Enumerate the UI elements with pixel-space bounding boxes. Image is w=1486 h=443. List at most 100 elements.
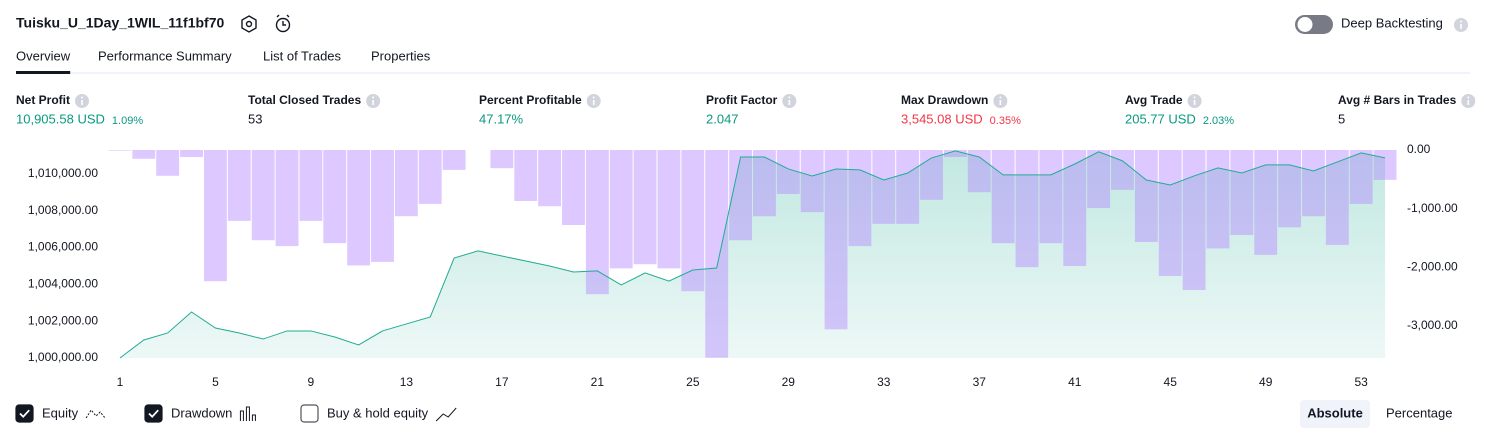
legend-icon (85, 409, 106, 419)
x-tick-label: 1 (117, 375, 124, 389)
legend-icon (239, 406, 256, 421)
drawdown-bar (967, 150, 991, 193)
info-icon-glyph (81, 96, 83, 99)
drawdown-bar (299, 150, 323, 221)
metric-sub: 2.03% (1203, 115, 1234, 127)
info-icon-glyph (592, 96, 595, 99)
drawdown-bar (609, 150, 633, 269)
drawdown-bar (1158, 150, 1182, 276)
drawdown-bar (1278, 150, 1302, 228)
info-icon-glyph (1467, 96, 1470, 99)
drawdown-bar (776, 150, 800, 194)
drawdown-bar (1302, 150, 1325, 217)
toggle[interactable] (1295, 15, 1333, 34)
help-icon[interactable] (1454, 18, 1468, 32)
y2-tick-label: -2,000.00 (1407, 259, 1458, 273)
drawdown-bar (1325, 150, 1349, 245)
info-icon-glyph (788, 100, 791, 105)
metric-value: 3,545.08 USD (901, 111, 983, 126)
alert-icon[interactable] (275, 14, 291, 33)
x-tick-label: 41 (1068, 375, 1082, 389)
y-tick-label: 1,006,000.00 (28, 240, 98, 254)
checkbox[interactable] (300, 404, 319, 423)
drawdown-bar (418, 150, 442, 204)
metric-value: 47.17% (479, 111, 524, 126)
drawdown-bar (1182, 150, 1206, 291)
drawdown-bar (1063, 150, 1087, 267)
tab[interactable]: Properties (371, 48, 431, 63)
drawdown-bar (442, 150, 466, 170)
x-tick-label: 29 (782, 375, 796, 389)
drawdown-bar (705, 150, 729, 358)
drawdown-bar (657, 150, 681, 269)
metric-label: Max Drawdown (901, 93, 988, 107)
metric-label: Profit Factor (706, 93, 778, 107)
metric-value: 10,905.58 USD (16, 111, 105, 126)
mode-button[interactable]: Absolute (1307, 405, 1363, 420)
drawdown-bar (1015, 150, 1039, 268)
info-icon-glyph (1193, 96, 1196, 99)
metric-label: Avg # Bars in Trades (1338, 93, 1457, 107)
info-icon-glyph (1467, 100, 1470, 105)
info-icon-glyph (81, 100, 83, 105)
x-tick-label: 53 (1355, 375, 1369, 389)
info-icon-glyph (592, 100, 595, 105)
drawdown-bar (896, 150, 920, 224)
info-icon-glyph (372, 100, 374, 105)
info-icon-glyph (788, 96, 791, 99)
checkmark (148, 409, 159, 418)
drawdown-bar (538, 150, 562, 207)
legend-label: Buy & hold equity (327, 405, 429, 420)
tab[interactable]: Performance Summary (98, 48, 232, 63)
toggle-label: Deep Backtesting (1341, 15, 1443, 30)
y-tick-label: 1,004,000.00 (28, 277, 98, 291)
x-tick-label: 5 (212, 375, 219, 389)
drawdown-bar (347, 150, 371, 266)
x-tick-label: 9 (308, 375, 315, 389)
x-tick-label: 49 (1259, 375, 1273, 389)
tab[interactable]: List of Trades (263, 48, 342, 63)
x-tick-label: 25 (686, 375, 700, 389)
drawdown-bar (275, 150, 299, 247)
drawdown-bar (1134, 150, 1158, 242)
drawdown-bar (156, 150, 180, 176)
drawdown-bar (1373, 150, 1397, 180)
drawdown-bar (323, 150, 347, 244)
info-icon-glyph (999, 96, 1002, 99)
drawdown-bar (991, 150, 1015, 244)
drawdown-bar (681, 150, 705, 292)
metric-sub: 1.09% (112, 115, 143, 127)
checkbox[interactable] (15, 404, 34, 423)
drawdown-bar (180, 150, 203, 158)
checkbox[interactable] (144, 404, 163, 423)
drawdown-bar (1349, 150, 1373, 204)
info-icon-glyph (1193, 100, 1196, 105)
x-tick-label: 17 (495, 375, 509, 389)
x-tick-label: 45 (1164, 375, 1178, 389)
y-tick-label: 1,002,000.00 (28, 313, 98, 327)
y2-tick-label: 0.00 (1407, 142, 1431, 156)
y2-tick-label: -3,000.00 (1407, 318, 1458, 332)
drawdown-bar (753, 150, 776, 217)
drawdown-bar (132, 150, 156, 159)
drawdown-bar (1206, 150, 1230, 249)
y-tick-label: 1,000,000.00 (28, 350, 98, 364)
mode-button[interactable]: Percentage (1386, 405, 1453, 420)
drawdown-bar (1039, 150, 1063, 244)
metric-value: 5 (1338, 111, 1345, 126)
drawdown-bar (251, 150, 275, 241)
tab[interactable]: Overview (16, 48, 71, 63)
mode-button-bg[interactable] (1300, 400, 1370, 428)
x-tick-label: 37 (973, 375, 987, 389)
drawdown-bar (1087, 150, 1111, 209)
drawdown-bar (490, 150, 514, 169)
metric-label: Percent Profitable (479, 93, 582, 107)
drawdown-bar (562, 150, 585, 225)
settings-icon[interactable] (241, 15, 257, 33)
info-icon-glyph (999, 100, 1002, 105)
tab-underline (16, 71, 71, 74)
x-tick-label: 21 (591, 375, 605, 389)
drawdown-bar (203, 150, 227, 282)
metric-label: Net Profit (16, 93, 70, 107)
